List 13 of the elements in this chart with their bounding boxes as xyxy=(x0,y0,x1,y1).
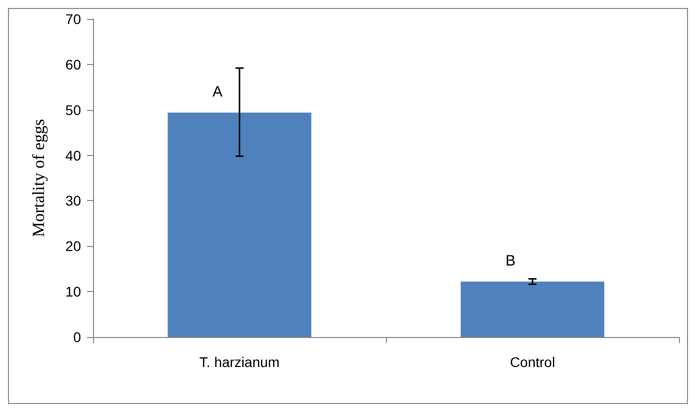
y-tick-label: 70 xyxy=(65,11,82,27)
y-tick-label: 0 xyxy=(73,329,82,345)
y-tick-label: 50 xyxy=(65,102,82,118)
y-tick-label: 10 xyxy=(65,284,82,300)
y-axis-title: Mortality of eggs xyxy=(29,118,48,238)
y-tick-label: 60 xyxy=(65,56,82,72)
y-tick-label: 40 xyxy=(65,147,82,164)
y-tick-label: 30 xyxy=(65,192,82,209)
x-tick-label: Control xyxy=(510,354,556,370)
y-tick-label: 20 xyxy=(65,238,82,254)
annotation: A xyxy=(212,84,223,101)
x-tick-label: T. harzianum xyxy=(199,354,280,370)
annotation: B xyxy=(505,252,516,270)
